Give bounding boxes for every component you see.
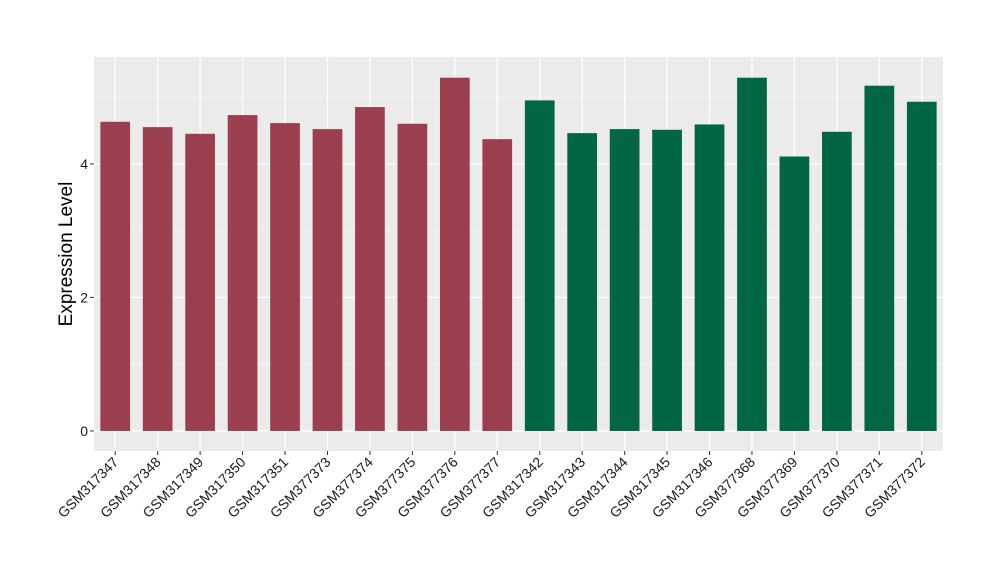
- bar-GSM377370: [822, 131, 852, 431]
- bar-GSM377375: [397, 123, 428, 431]
- bar-GSM377377: [482, 139, 513, 431]
- bar-GSM317342: [524, 100, 555, 431]
- bar-GSM317350: [227, 115, 258, 431]
- bar-GSM317347: [100, 121, 131, 431]
- bar-GSM377371: [864, 85, 895, 431]
- bar-GSM377368: [737, 77, 767, 431]
- bar-GSM377372: [906, 101, 937, 431]
- y-axis: 0 2 4: [80, 156, 94, 439]
- y-tick-label: 4: [80, 156, 88, 172]
- plot-panel: [94, 57, 943, 451]
- bar-GSM377376: [439, 77, 470, 431]
- bar-GSM317351: [270, 123, 300, 431]
- bar-GSM317348: [142, 127, 173, 431]
- bar-GSM377369: [779, 156, 810, 431]
- bar-GSM377373: [312, 129, 343, 431]
- y-axis-title: Expression Level: [56, 182, 77, 327]
- bars: [100, 77, 937, 431]
- bar-GSM317346: [694, 124, 725, 431]
- bar-GSM317343: [567, 133, 598, 431]
- x-axis: GSM317347GSM317348GSM317349GSM317350GSM3…: [54, 451, 928, 521]
- bar-GSM377374: [355, 107, 385, 431]
- bar-GSM317344: [609, 129, 640, 431]
- bar-GSM317349: [185, 133, 215, 431]
- bar-GSM317345: [652, 129, 682, 431]
- y-tick-label: 0: [80, 423, 88, 439]
- y-tick-label: 2: [80, 289, 88, 305]
